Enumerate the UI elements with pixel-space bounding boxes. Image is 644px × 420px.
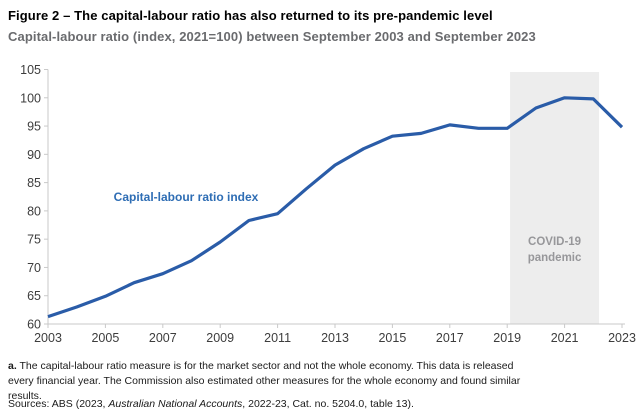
sources-prefix: Sources: ABS (2023, [8,398,109,410]
footnote-text: The capital-labour ratio measure is for … [8,360,521,402]
x-tick-label: 2019 [493,331,521,345]
covid-band-label-line1: COVID-19 [528,236,581,248]
sources-publication: Australian National Accounts [108,398,243,410]
figure-subtitle: Capital-labour ratio (index, 2021=100) b… [8,29,536,44]
capital-labour-ratio-line [47,96,624,319]
covid-band [510,72,600,324]
covid-band-rect [510,72,600,324]
x-tick-label: 2013 [321,331,349,345]
x-tick-label: 2015 [378,331,406,345]
x-tick-label: 2003 [34,331,62,345]
footnote-a: a. The capital-labour ratio measure is f… [8,359,538,404]
y-tick-label: 95 [27,120,41,134]
y-tick-label: 70 [27,261,41,275]
y-tick-label: 75 [27,233,41,247]
y-tick-label: 60 [27,318,41,332]
data-line [47,96,624,319]
chart-labels: Capital-labour ratio index COVID-19 pandem… [114,190,582,264]
figure-title: Figure 2 – The capital-labour ratio has … [8,8,493,23]
y-tick-label: 100 [20,91,41,105]
sources-suffix: , 2022-23, Cat. no. 5204.0, table 13). [242,398,414,410]
covid-band-label-line2: pandemic [528,252,582,264]
series-label: Capital-labour ratio index [114,190,259,204]
x-tick-label: 2009 [206,331,234,345]
sources-line: Sources: ABS (2023, Australian National … [8,397,628,412]
axes [47,69,625,325]
x-tick-label: 2023 [608,331,636,345]
x-tick-label: 2017 [436,331,464,345]
x-tick-label: 2011 [264,331,291,345]
x-tick-label: 2007 [149,331,177,345]
footnote-marker: a. [8,360,17,372]
y-tick-label: 65 [27,289,41,303]
x-tick-label: 2021 [551,331,579,345]
y-tick-label: 105 [20,63,41,77]
x-tick-label: 2005 [91,331,119,345]
y-axis-ticks: 60 65 70 75 80 85 90 95 100 105 [20,63,48,332]
y-tick-label: 90 [27,148,41,162]
x-axis-ticks: 2003 2005 2007 2009 2011 2013 2015 2017 2019 2021… [34,324,636,345]
y-tick-label: 85 [27,176,41,190]
y-tick-label: 80 [27,204,41,218]
